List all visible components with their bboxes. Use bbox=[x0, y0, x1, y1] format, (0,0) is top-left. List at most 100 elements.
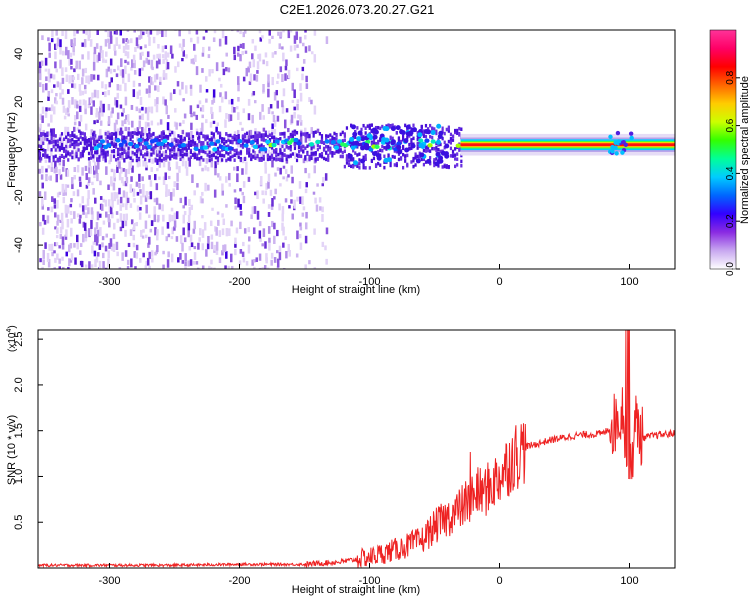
spectrogram-cell bbox=[610, 149, 615, 154]
spectrogram-cell bbox=[98, 111, 101, 120]
spectrogram-cell bbox=[270, 146, 274, 150]
spectrogram-cell bbox=[96, 150, 99, 155]
spectrogram-cell bbox=[138, 82, 141, 87]
spectrogram-cell bbox=[146, 150, 149, 155]
spectrogram-cell bbox=[256, 61, 260, 70]
spectrogram-cell bbox=[229, 133, 232, 138]
spectrogram-cell bbox=[281, 158, 284, 163]
spectrogram-cell bbox=[81, 136, 84, 141]
spectrogram-cell bbox=[216, 158, 220, 163]
spectrogram-cell bbox=[116, 112, 120, 120]
spectrogram-cell bbox=[119, 104, 123, 109]
spectrogram-cell bbox=[236, 106, 239, 110]
spectrogram-cell bbox=[54, 212, 57, 218]
spectrogram-cell bbox=[218, 105, 222, 113]
spectrogram-cell bbox=[445, 165, 448, 169]
spectrogram-cell bbox=[277, 157, 280, 162]
spectrogram-cell bbox=[149, 180, 153, 187]
spectrogram-cell bbox=[256, 133, 259, 138]
spectrogram-cell bbox=[239, 30, 242, 35]
spectrogram-cell bbox=[187, 140, 190, 145]
spectrogram-cell bbox=[310, 127, 313, 134]
spectrogram-cell bbox=[271, 220, 274, 228]
spectrogram-cell bbox=[79, 114, 83, 122]
spectrogram-cell bbox=[89, 39, 93, 44]
spectrogram-cell bbox=[96, 157, 99, 161]
spectrogram-cell bbox=[403, 138, 409, 144]
spectrogram-cell bbox=[133, 131, 136, 136]
spectrogram-cell bbox=[216, 151, 220, 156]
spectrogram-cell bbox=[372, 134, 378, 140]
spectrogram-cell bbox=[299, 242, 303, 250]
spectrogram-cell bbox=[126, 265, 130, 269]
spectrogram-cell bbox=[221, 30, 225, 39]
spectrogram-cell bbox=[145, 57, 149, 64]
spectrogram-cell bbox=[201, 229, 205, 238]
spectrogram-cell bbox=[285, 176, 289, 182]
spectrogram-cell bbox=[126, 197, 130, 204]
spectrogram-cell bbox=[54, 97, 57, 104]
spectrogram-cell bbox=[183, 113, 187, 119]
spectrogram-cell bbox=[65, 154, 68, 158]
spectrogram-cell bbox=[40, 60, 44, 66]
spectrogram-cell bbox=[179, 157, 182, 162]
spectrogram-cell bbox=[192, 228, 196, 234]
spectrogram-cell bbox=[208, 46, 211, 51]
spectrogram-cell bbox=[368, 123, 371, 128]
spectrogram-cell bbox=[104, 199, 108, 207]
spectrogram-cell bbox=[173, 121, 177, 127]
spectrogram-cell bbox=[71, 83, 74, 88]
spectrogram-cell bbox=[118, 187, 121, 195]
spectrogram-cell bbox=[61, 221, 64, 230]
spectrogram-cell bbox=[295, 158, 299, 163]
spectrogram-cell bbox=[75, 154, 78, 159]
spectrogram-cell bbox=[41, 115, 44, 124]
spectrogram-cell bbox=[259, 111, 262, 120]
spectrogram-cell bbox=[78, 105, 82, 113]
spectrogram-cell bbox=[233, 153, 236, 157]
spectrogram-cell bbox=[118, 44, 121, 49]
spectrogram-cell bbox=[89, 43, 93, 47]
spectrogram-cell bbox=[155, 183, 159, 191]
spectrogram-cell bbox=[277, 152, 280, 157]
spectrogram-cell bbox=[252, 149, 255, 153]
spectrogram-cell bbox=[196, 36, 200, 44]
spectrogram-cell bbox=[42, 148, 45, 152]
spectrogram-cell bbox=[194, 144, 197, 149]
spectrogram-cell bbox=[238, 260, 242, 266]
spectrogram-cell bbox=[118, 161, 121, 169]
spectrogram-cell bbox=[154, 227, 157, 236]
spectrogram-cell bbox=[100, 149, 103, 153]
spectrogram-cell bbox=[271, 76, 274, 86]
spectrogram-cell bbox=[90, 106, 93, 115]
spectrogram-cell bbox=[162, 132, 165, 136]
spectrogram-cell bbox=[45, 83, 48, 91]
spectrogram-cell bbox=[133, 197, 136, 203]
colorbar-tick-label: 0.4 bbox=[725, 166, 736, 180]
spectrogram-cell bbox=[264, 130, 267, 135]
spectrogram-cell bbox=[239, 249, 243, 254]
spectrogram-cell bbox=[206, 136, 209, 140]
spectrogram-cell bbox=[91, 245, 94, 254]
spectrogram-cell bbox=[298, 145, 301, 149]
spectrogram-cell bbox=[228, 172, 231, 181]
spectrogram-cell bbox=[281, 105, 285, 114]
spectrogram-cell bbox=[62, 105, 66, 113]
spectrogram-cell bbox=[185, 85, 188, 94]
spectrogram-cell bbox=[93, 173, 96, 179]
spectrogram-cell bbox=[287, 136, 290, 140]
spectrogram-cell bbox=[253, 74, 256, 81]
spectrogram-cell bbox=[121, 112, 124, 117]
spectrogram-cell bbox=[271, 198, 274, 207]
spectrogram-cell bbox=[98, 52, 101, 61]
spectrogram-cell bbox=[119, 30, 123, 36]
spectrogram-cell bbox=[423, 128, 429, 134]
spectrogram-cell bbox=[275, 157, 278, 162]
spectrogram-cell bbox=[299, 36, 302, 44]
spectrogram-cell bbox=[210, 241, 214, 250]
spectrogram-cell bbox=[435, 151, 441, 157]
spectrogram-cell bbox=[202, 145, 209, 150]
spectrogram-cell bbox=[147, 242, 150, 248]
spectrogram-cell bbox=[265, 139, 271, 144]
spectrogram-cell bbox=[71, 142, 74, 147]
